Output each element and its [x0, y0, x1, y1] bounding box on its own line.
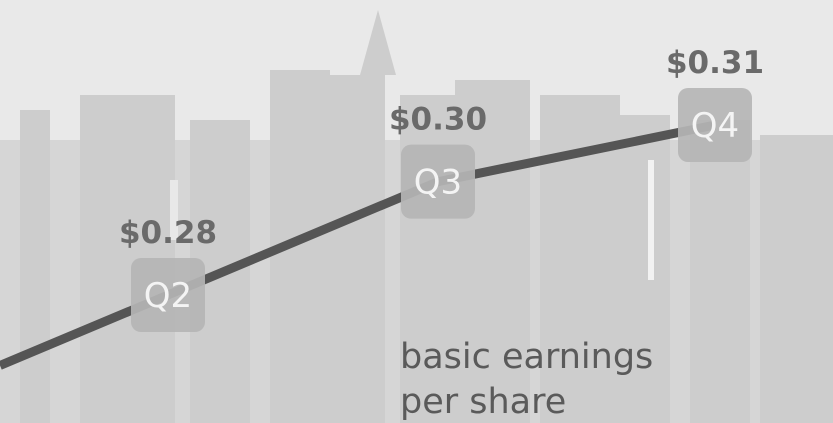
value-label: $0.30: [389, 102, 487, 138]
point-box: [131, 258, 205, 332]
chart-title: per share: [400, 382, 566, 422]
point-box: [401, 144, 475, 219]
point-box: [678, 88, 752, 162]
chart-title: basic earnings: [400, 337, 653, 377]
category-label: Q3: [414, 163, 462, 203]
value-label: $0.28: [119, 215, 217, 251]
category-label: Q2: [144, 276, 192, 316]
plot: Q2 $0.28 Q3 $0.30 Q4 $0.31: [0, 45, 764, 370]
category-label: Q4: [691, 106, 739, 146]
value-label: $0.31: [666, 45, 764, 81]
